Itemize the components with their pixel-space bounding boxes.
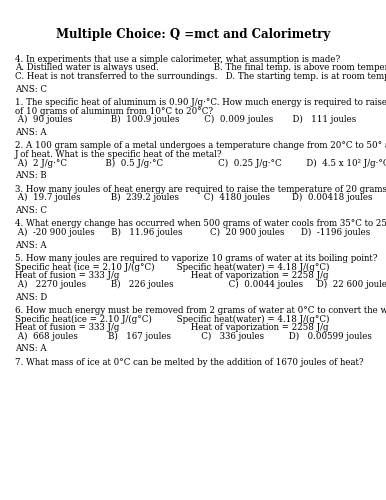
- Text: ANS: C: ANS: C: [15, 84, 47, 94]
- Text: Heat of fusion = 333 J/g                          Heat of vaporization = 2258 J/: Heat of fusion = 333 J/g Heat of vaporiz…: [15, 323, 328, 332]
- Text: ANS: A: ANS: A: [15, 128, 47, 137]
- Text: 4. In experiments that use a simple calorimeter, what assumption is made?: 4. In experiments that use a simple calo…: [15, 55, 340, 64]
- Text: 5. How many joules are required to vaporize 10 grams of water at its boiling poi: 5. How many joules are required to vapor…: [15, 254, 378, 263]
- Text: ANS: C: ANS: C: [15, 206, 47, 215]
- Text: A)   2270 joules         B)   226 joules                    C)  0.0044 joules   : A) 2270 joules B) 226 joules C) 0.0044 j…: [15, 280, 386, 289]
- Text: 2. A 100 gram sample of a metal undergoes a temperature change from 20°C to 50° : 2. A 100 gram sample of a metal undergoe…: [15, 142, 386, 150]
- Text: 7. What mass of ice at 0°C can be melted by the addition of 1670 joules of heat?: 7. What mass of ice at 0°C can be melted…: [15, 358, 364, 367]
- Text: A)  668 joules           B)   167 joules           C)   336 joules         D)   : A) 668 joules B) 167 joules C) 336 joule…: [15, 332, 372, 340]
- Text: of 10 grams of aluminum from 10°C to 20°C?: of 10 grams of aluminum from 10°C to 20°…: [15, 107, 213, 116]
- Text: ANS: A: ANS: A: [15, 241, 47, 250]
- Text: 3. How many joules of heat energy are required to raise the temperature of 20 gr: 3. How many joules of heat energy are re…: [15, 184, 386, 194]
- Text: A)  19.7 joules           B)  239.2 joules         C)  4180 joules        D)  0.: A) 19.7 joules B) 239.2 joules C) 4180 j…: [15, 193, 372, 202]
- Text: Heat of fusion = 333 J/g                          Heat of vaporization = 2258 J/: Heat of fusion = 333 J/g Heat of vaporiz…: [15, 271, 328, 280]
- Text: 1. The specific heat of aluminum is 0.90 J/g·°C. How much energy is required to : 1. The specific heat of aluminum is 0.90…: [15, 98, 386, 108]
- Text: ANS: B: ANS: B: [15, 171, 47, 180]
- Text: A)  -20 900 joules      B)   11.96 joules          C)  20 900 joules      D)  -1: A) -20 900 joules B) 11.96 joules C) 20 …: [15, 228, 370, 237]
- Text: J of heat. What is the specific heat of the metal?: J of heat. What is the specific heat of …: [15, 150, 223, 159]
- Text: 6. How much energy must be removed from 2 grams of water at 0°C to convert the w: 6. How much energy must be removed from …: [15, 306, 386, 315]
- Text: A)  2 J/g·°C              B)  0.5 J/g·°C                    C)  0.25 J/g·°C     : A) 2 J/g·°C B) 0.5 J/g·°C C) 0.25 J/g·°C: [15, 158, 386, 168]
- Text: ANS: A: ANS: A: [15, 344, 47, 353]
- Text: ANS: D: ANS: D: [15, 292, 47, 302]
- Text: C. Heat is not transferred to the surroundings.   D. The starting temp. is at ro: C. Heat is not transferred to the surrou…: [15, 72, 386, 81]
- Text: A)  90 joules              B)  100.9 joules         C)  0.009 joules       D)   : A) 90 joules B) 100.9 joules C) 0.009 jo…: [15, 116, 356, 124]
- Text: Specific heat(ice = 2.10 J/(g°C)         Specific heat(water) = 4.18 J/(g°C): Specific heat(ice = 2.10 J/(g°C) Specifi…: [15, 314, 330, 324]
- Text: Specific heat (ice = 2.10 J/(g°C)        Specific heat(water) = 4.18 J/(g°C): Specific heat (ice = 2.10 J/(g°C) Specif…: [15, 263, 330, 272]
- Text: A. Distilled water is always used.                    B. The final temp. is abov: A. Distilled water is always used. B. Th…: [15, 64, 386, 72]
- Text: Multiple Choice: Q =mct and Calorimetry: Multiple Choice: Q =mct and Calorimetry: [56, 28, 330, 41]
- Text: 4. What energy change has occurred when 500 grams of water cools from 35°C to 25: 4. What energy change has occurred when …: [15, 220, 386, 228]
